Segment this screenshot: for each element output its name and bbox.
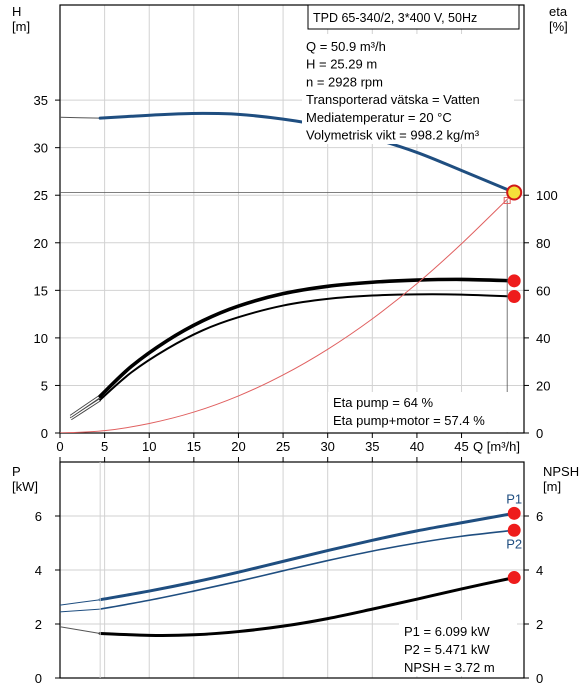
top-y-left-tick-label: 15	[34, 283, 48, 298]
top-y-left-tick-label: 0	[41, 426, 48, 441]
power-info-line: P2 = 5.471 kW	[404, 642, 490, 657]
top-x-axis-label: Q [m³/h]	[473, 439, 520, 454]
operating-info-line: Mediatemperatur = 20 °C	[306, 110, 452, 125]
top-y-left-tick-label: 35	[34, 93, 48, 108]
eta_pump-curve	[98, 277, 516, 398]
operating-info-line: Transporterad vätska = Vatten	[306, 92, 480, 107]
top-y-right-tick-label: 0	[536, 426, 543, 441]
bottom-right-axis-label: [m]	[543, 479, 561, 494]
duty-operating-point	[506, 184, 523, 201]
top-y-left-tick-label: 25	[34, 188, 48, 203]
operating-info-bg	[302, 34, 514, 144]
bottom-y-right-tick-label: 4	[536, 563, 543, 578]
bottom-y-left-tick-label: 2	[35, 617, 42, 632]
bottom-chart-grid	[60, 462, 524, 678]
top-x-tick-label: 15	[187, 439, 201, 454]
eta_pump_motor-curve-extension-inner	[70, 399, 101, 420]
p1-series-label: P1	[506, 491, 522, 506]
top-left-axis-label: H	[12, 4, 21, 19]
operating-info-line: H = 25.29 m	[306, 57, 377, 72]
eta_pump_motor-operating-point	[507, 290, 521, 304]
P1-operating-point	[507, 506, 521, 520]
bottom-y-right-tick-label: 0	[536, 671, 543, 686]
operating-points	[506, 184, 523, 585]
top-y-left-tick-label: 30	[34, 141, 48, 156]
chart-title-box	[307, 4, 520, 30]
top-x-tick-label: 40	[410, 439, 424, 454]
top-y-left-tick-label: 10	[34, 331, 48, 346]
P2-curve-extension	[60, 608, 101, 613]
eta_pump-curve-extension-inner	[70, 395, 101, 417]
bottom-y-right-tick-label: 2	[536, 617, 543, 632]
NPSH-curve-extension	[60, 626, 101, 634]
top-x-tick-label: 0	[56, 439, 63, 454]
info-boxes: TPD 65-340/2, 3*400 V, 50Hz Q = 50.9 m³/h…	[302, 4, 520, 676]
top-y-right-tick-label: 20	[536, 378, 550, 393]
bottom-left-axis-label: P	[12, 464, 21, 479]
system-curve	[60, 191, 515, 433]
axis-ticks: 0 5 10 15 20 25 30 35 40 450510152025303502040608…	[34, 93, 558, 686]
top-x-tick-label: 25	[276, 439, 290, 454]
NPSH-curve	[98, 576, 516, 637]
NPSH-operating-point	[507, 571, 521, 585]
top-left-axis-label: [m]	[12, 19, 30, 34]
top-chart-frame	[59, 4, 525, 434]
top-x-tick-label: 30	[320, 439, 334, 454]
operating-info-line: n = 2928 rpm	[306, 74, 383, 89]
bottom-left-axis-label: [kW]	[12, 479, 38, 494]
top-y-right-tick-label: 40	[536, 331, 550, 346]
h-curve-extension	[60, 116, 101, 119]
bottom-y-left-tick-label: 0	[35, 671, 42, 686]
top-right-axis-label: [%]	[549, 19, 568, 34]
top-y-left-tick-label: 5	[41, 378, 48, 393]
H-curve	[98, 111, 516, 194]
P2-curve	[99, 529, 515, 610]
P1-curve	[98, 511, 516, 602]
power-info-line: NPSH = 3.72 m	[404, 660, 495, 675]
P1-curve-extension	[60, 599, 101, 606]
eta-info-bg	[328, 392, 514, 432]
eta_pump_motor-curve	[99, 293, 516, 401]
top-x-tick-label: 35	[365, 439, 379, 454]
top-y-right-tick-label: 100	[536, 188, 558, 203]
bottom-y-left-tick-label: 4	[35, 563, 42, 578]
top-x-tick-label: 45	[454, 439, 468, 454]
top-y-right-tick-label: 60	[536, 283, 550, 298]
bottom-chart-series	[60, 462, 516, 678]
top-right-axis-label: eta	[549, 4, 568, 19]
bottom-y-left-tick-label: 6	[35, 509, 42, 524]
top-y-right-tick-label: 80	[536, 236, 550, 251]
eta-info-line: Eta pump+motor = 57.4 %	[333, 413, 485, 428]
chart-title: TPD 65-340/2, 3*400 V, 50Hz	[313, 11, 477, 25]
top-y-left-tick-label: 20	[34, 236, 48, 251]
P2-operating-point	[507, 523, 521, 537]
bottom-right-axis-label: NPSH	[543, 464, 579, 479]
power-info-bg	[399, 620, 517, 676]
eta-info-line: Eta pump = 64 %	[333, 395, 434, 410]
eta_pump-operating-point	[507, 274, 521, 288]
top-chart-series	[60, 111, 516, 433]
top-x-tick-label: 10	[142, 439, 156, 454]
operating-info-line: Q = 50.9 m³/h	[306, 39, 386, 54]
top-x-tick-label: 20	[231, 439, 245, 454]
p2-series-label: P2	[506, 536, 522, 551]
power-info-line: P1 = 6.099 kW	[404, 624, 490, 639]
system-curve-marker	[503, 196, 511, 204]
top-x-tick-label: 5	[101, 439, 108, 454]
operating-info-line: Volymetrisk vikt = 998.2 kg/m³	[306, 128, 480, 143]
bottom-y-right-tick-label: 6	[536, 509, 543, 524]
